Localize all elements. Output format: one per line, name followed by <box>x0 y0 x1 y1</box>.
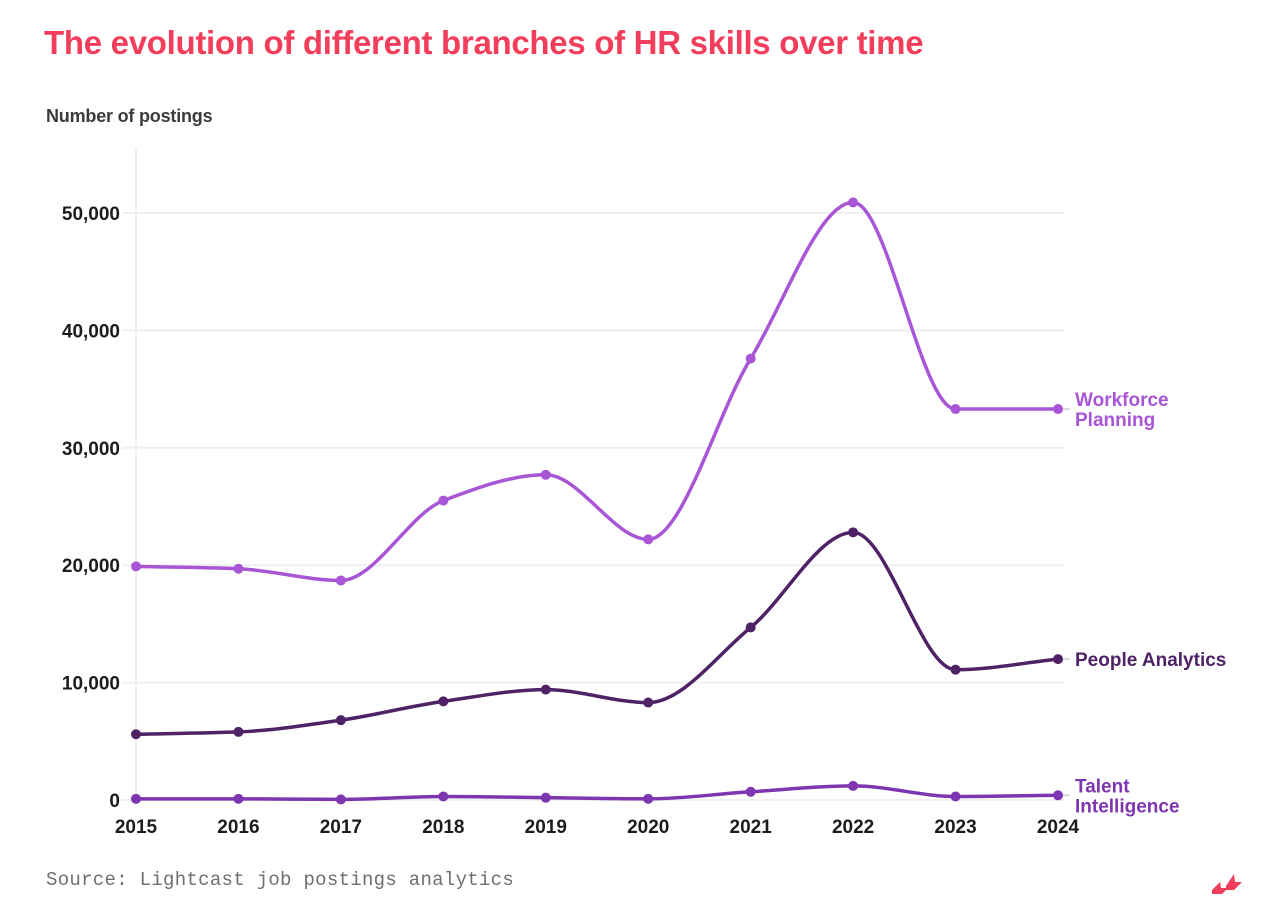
chart-title: The evolution of different branches of H… <box>44 24 924 61</box>
data-point-talent-intelligence <box>643 793 654 804</box>
x-tick-label: 2017 <box>320 817 362 838</box>
x-tick-label: 2023 <box>934 817 976 838</box>
series-lines <box>134 200 1060 802</box>
y-tick-label: 0 <box>109 791 120 812</box>
y-tick-label: 20,000 <box>62 556 120 577</box>
x-tick-label: 2020 <box>627 817 669 838</box>
gridlines <box>122 148 1064 801</box>
x-tick-label: 2018 <box>422 817 464 838</box>
data-point-workforce-planning <box>848 197 859 208</box>
data-point-talent-intelligence <box>131 793 141 804</box>
data-point-workforce-planning <box>335 575 346 586</box>
data-point-workforce-planning <box>950 404 961 415</box>
series-points <box>131 197 1063 805</box>
x-tick-label: 2016 <box>217 817 259 838</box>
data-point-workforce-planning <box>1053 404 1063 415</box>
x-tick-label: 2019 <box>525 817 567 838</box>
data-point-talent-intelligence <box>745 786 756 797</box>
data-point-workforce-planning <box>131 561 141 572</box>
series-label-line: Talent <box>1075 776 1130 797</box>
series-label-line: People Analytics <box>1075 650 1226 671</box>
series-label-people-analytics: People Analytics <box>1063 650 1226 671</box>
data-point-people-analytics <box>438 696 449 707</box>
data-point-people-analytics <box>848 527 859 538</box>
x-tick-label: 2021 <box>730 817 773 838</box>
y-axis-title: Number of postings <box>46 106 213 126</box>
y-tick-label: 10,000 <box>62 674 120 695</box>
data-point-people-analytics <box>540 684 551 695</box>
y-tick-label: 50,000 <box>62 204 120 225</box>
series-label-line: Intelligence <box>1075 796 1180 817</box>
x-tick-label: 2024 <box>1037 817 1080 838</box>
data-point-talent-intelligence <box>233 793 244 804</box>
x-axis-ticks: 2015 2016 2017 2018 2019 2020 2021 2022 2023 2024 <box>115 817 1080 838</box>
y-axis-ticks: 0 10,000 20,000 30,000 40,000 50,000 <box>62 204 120 812</box>
series-label-line: Planning <box>1075 410 1155 431</box>
data-point-people-analytics <box>1053 654 1063 665</box>
y-tick-label: 40,000 <box>62 321 120 342</box>
series-line-workforce-planning <box>134 200 1060 583</box>
data-point-talent-intelligence <box>848 780 859 791</box>
source-note: Source: Lightcast job postings analytics <box>46 869 515 891</box>
data-point-people-analytics <box>233 726 244 737</box>
lightcast-logo-icon <box>1212 874 1242 894</box>
data-point-talent-intelligence <box>540 792 551 803</box>
x-tick-label: 2022 <box>832 817 874 838</box>
x-tick-label: 2015 <box>115 817 158 838</box>
data-point-workforce-planning <box>643 534 654 545</box>
series-label-line: Workforce <box>1075 390 1169 411</box>
y-tick-label: 30,000 <box>62 439 120 460</box>
data-point-workforce-planning <box>233 563 244 574</box>
data-point-talent-intelligence <box>1053 790 1063 801</box>
data-point-talent-intelligence <box>950 791 961 802</box>
data-point-talent-intelligence <box>335 794 346 805</box>
data-point-people-analytics <box>131 729 141 740</box>
series-line-talent-intelligence <box>134 784 1060 802</box>
data-point-workforce-planning <box>745 353 756 364</box>
data-point-people-analytics <box>643 697 654 708</box>
data-point-people-analytics <box>335 715 346 726</box>
data-point-workforce-planning <box>438 495 449 506</box>
data-point-workforce-planning <box>540 469 551 480</box>
series-line-people-analytics <box>134 530 1060 737</box>
data-point-talent-intelligence <box>438 791 449 802</box>
data-point-people-analytics <box>745 622 756 633</box>
data-point-people-analytics <box>950 664 961 675</box>
